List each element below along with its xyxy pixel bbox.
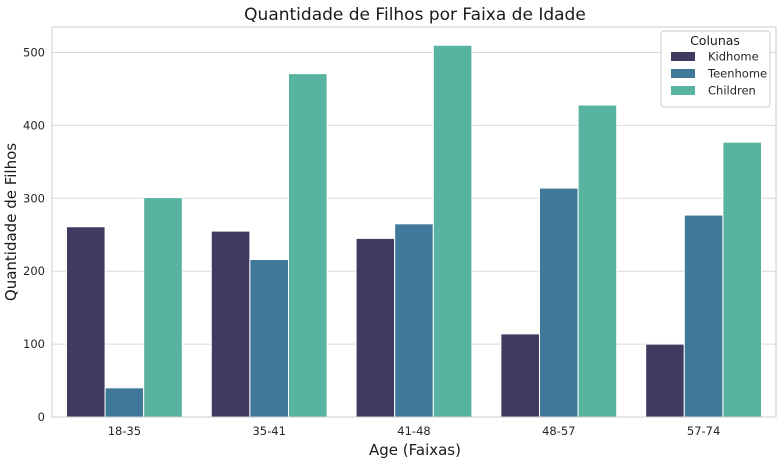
bar-kidhome-35-41 <box>210 230 251 418</box>
x-tick-label: 18-35 <box>108 424 141 438</box>
legend-label-children: Children <box>708 84 756 98</box>
y-axis-label: Quantidade de Filhos <box>2 143 20 301</box>
y-tick-label: 300 <box>23 191 45 205</box>
bar-teenhome-35-41 <box>249 259 290 418</box>
bar-kidhome-57-74 <box>645 343 685 418</box>
bar-children-57-74 <box>722 141 763 418</box>
bar-kidhome-41-48 <box>355 237 396 418</box>
y-tick-label: 100 <box>23 337 45 351</box>
y-tick-label: 400 <box>23 118 45 132</box>
y-tick-label: 0 <box>38 410 45 424</box>
legend-swatch-children <box>671 86 695 95</box>
bar-teenhome-18-35 <box>104 387 145 418</box>
bar-teenhome-48-57 <box>538 187 579 418</box>
legend-title: Colunas <box>690 33 740 48</box>
x-tick-label: 35-41 <box>252 424 285 438</box>
legend-label-kidhome: Kidhome <box>708 50 759 64</box>
legend-label-teenhome: Teenhome <box>707 67 767 81</box>
chart-title: Quantidade de Filhos por Faixa de Idade <box>244 5 586 25</box>
legend: Colunas Kidhome Teenhome Children <box>660 30 771 108</box>
legend-swatch-teenhome <box>671 69 695 78</box>
bar-children-41-48 <box>432 44 473 418</box>
x-axis-label: Age (Faixas) <box>369 441 461 459</box>
legend-swatch-kidhome <box>671 52 695 61</box>
legend-items: Kidhome Teenhome Children <box>671 50 767 98</box>
plot-frame <box>51 26 777 418</box>
bar-teenhome-41-48 <box>394 223 434 418</box>
x-tick-label: 57-74 <box>687 424 720 438</box>
bars <box>65 44 763 418</box>
bar-children-35-41 <box>288 73 328 418</box>
x-tick-label: 48-57 <box>542 424 575 438</box>
bar-kidhome-48-57 <box>500 333 540 418</box>
y-tick-label: 500 <box>23 46 45 60</box>
bar-children-18-35 <box>143 197 183 418</box>
bar-kidhome-18-35 <box>65 226 106 418</box>
y-tick-label: 200 <box>23 264 45 278</box>
bar-children-48-57 <box>577 104 618 418</box>
tick-labels: 0 100 200 300 400 500 18-35 35-41 41-48 48-57 57-7… <box>23 46 720 438</box>
x-tick-label: 41-48 <box>397 424 430 438</box>
bar-teenhome-57-74 <box>683 214 724 418</box>
